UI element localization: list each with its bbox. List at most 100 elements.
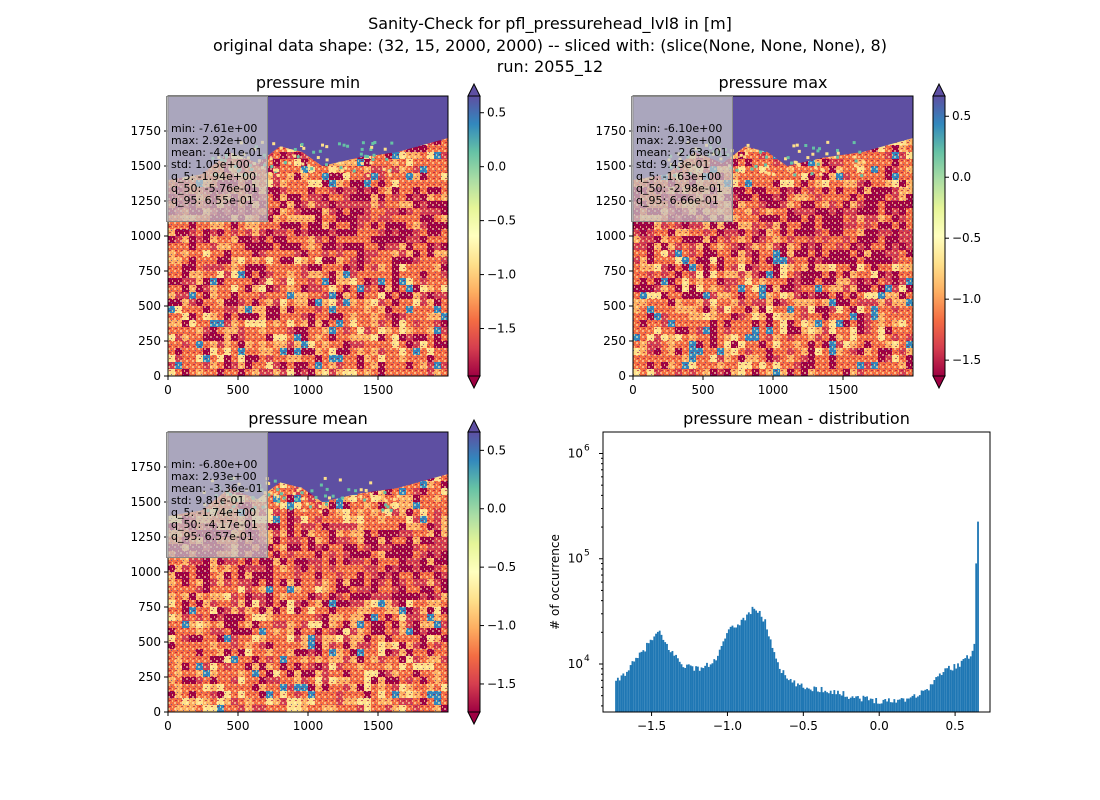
map-coast-speck	[366, 155, 370, 159]
map-coast-speck	[767, 171, 771, 175]
map-coast-speck	[325, 158, 329, 162]
x-tick-label: 1500	[363, 383, 394, 397]
x-tick-label: 500	[227, 383, 250, 397]
map-coast-speck	[816, 149, 820, 153]
y-tick-label: 500	[603, 299, 626, 313]
map-coast-speck	[853, 155, 857, 159]
map-coast-speck	[371, 157, 375, 161]
map-coast-speck	[300, 170, 304, 174]
x-tick-label: 500	[692, 383, 715, 397]
panel-title-mean: pressure mean	[248, 409, 368, 428]
map-coast-speck	[272, 168, 276, 172]
map-coast-speck	[283, 161, 287, 165]
map-coast-speck	[360, 147, 364, 151]
map-coast-speck	[371, 141, 375, 145]
map-coast-speck	[293, 154, 297, 158]
map-coast-speck	[818, 147, 822, 151]
map-coast-speck	[328, 167, 332, 171]
map-coast-speck	[269, 157, 273, 161]
map-coast-speck	[810, 172, 814, 176]
map-coast-speck	[293, 147, 297, 151]
map-coast-speck	[750, 167, 754, 171]
map-coast-speck	[373, 140, 377, 144]
map-coast-speck	[836, 151, 840, 155]
map-coast-speck	[318, 149, 322, 153]
map-coast-speck	[359, 152, 363, 156]
map-coast-speck	[342, 143, 346, 147]
suptitle-line2: original data shape: (32, 15, 2000, 2000…	[213, 36, 887, 55]
map-coast-speck	[764, 163, 768, 167]
suptitle-line3: run: 2055_12	[496, 57, 604, 76]
map-coast-speck	[316, 156, 320, 160]
map-coast-speck	[836, 155, 840, 159]
y-tick-label: 1500	[130, 159, 161, 173]
map-coast-speck	[339, 166, 343, 170]
y-tick-label: 250	[603, 334, 626, 348]
y-tick-label: 1500	[595, 159, 626, 173]
y-tick-label: 0	[618, 369, 626, 383]
map-coast-speck	[812, 146, 816, 150]
map-coast-speck	[793, 173, 797, 177]
map-coast-speck	[814, 166, 818, 170]
map-coast-speck	[338, 161, 342, 165]
map-coast-speck	[366, 174, 370, 178]
y-tick-label: 1000	[595, 229, 626, 243]
map-coast-speck	[858, 150, 862, 154]
map-coast-speck	[797, 164, 801, 168]
y-tick-label: 1250	[130, 194, 161, 208]
map-coast-speck	[344, 166, 348, 170]
y-tick-label: 750	[603, 264, 626, 278]
map-coast-speck	[784, 157, 788, 161]
y-tick-label: 1750	[595, 124, 626, 138]
map-coast-speck	[854, 159, 858, 163]
map-coast-speck	[806, 156, 810, 160]
map-coast-speck	[268, 171, 272, 175]
map-coast-speck	[352, 169, 356, 173]
map-coast-speck	[861, 166, 865, 170]
map-coast-speck	[758, 150, 762, 154]
map-coast-speck	[735, 168, 739, 172]
map-coast-speck	[820, 168, 824, 172]
map-coast-speck	[790, 161, 794, 165]
map-coast-speck	[369, 147, 373, 151]
map-coast-speck	[786, 156, 790, 160]
y-tick-label: 500	[138, 299, 161, 313]
map-coast-speck	[836, 148, 840, 152]
x-tick-label: 1500	[828, 383, 859, 397]
map-coast-speck	[852, 141, 856, 145]
map-coast-speck	[325, 145, 329, 149]
map-coast-speck	[383, 147, 387, 151]
y-tick-label: 750	[138, 264, 161, 278]
panel-title-max: pressure max	[718, 73, 828, 92]
map-coast-speck	[297, 158, 301, 162]
y-tick-label: 0	[153, 369, 161, 383]
map-coast-speck	[312, 150, 316, 154]
map-coast-speck	[754, 164, 758, 168]
map-coast-speck	[816, 162, 820, 166]
x-tick-label: 0	[629, 383, 637, 397]
map-coast-speck	[390, 141, 394, 145]
map-coast-speck	[826, 140, 830, 144]
map-coast-speck	[276, 169, 280, 173]
map-coast-speck	[346, 171, 350, 175]
suptitle-line1: Sanity-Check for pfl_pressurehead_lvl8 i…	[368, 14, 732, 33]
map-coast-speck	[860, 174, 864, 178]
map-coast-speck	[361, 141, 365, 145]
map-coast-speck	[332, 169, 336, 173]
map-coast-speck	[821, 169, 825, 173]
map-coast-speck	[300, 142, 304, 146]
map-coast-speck	[279, 146, 283, 150]
map-coast-speck	[804, 144, 808, 148]
map-coast-speck	[811, 152, 815, 156]
map-coast-speck	[288, 161, 292, 165]
y-tick-label: 1000	[130, 229, 161, 243]
map-coast-speck	[276, 173, 280, 177]
map-coast-speck	[340, 169, 344, 173]
map-coast-speck	[346, 144, 350, 148]
map-coast-speck	[819, 172, 823, 176]
map-coast-speck	[388, 173, 392, 177]
map-coast-speck	[360, 162, 364, 166]
map-coast-speck	[797, 149, 801, 153]
map-coast-speck	[743, 155, 747, 159]
